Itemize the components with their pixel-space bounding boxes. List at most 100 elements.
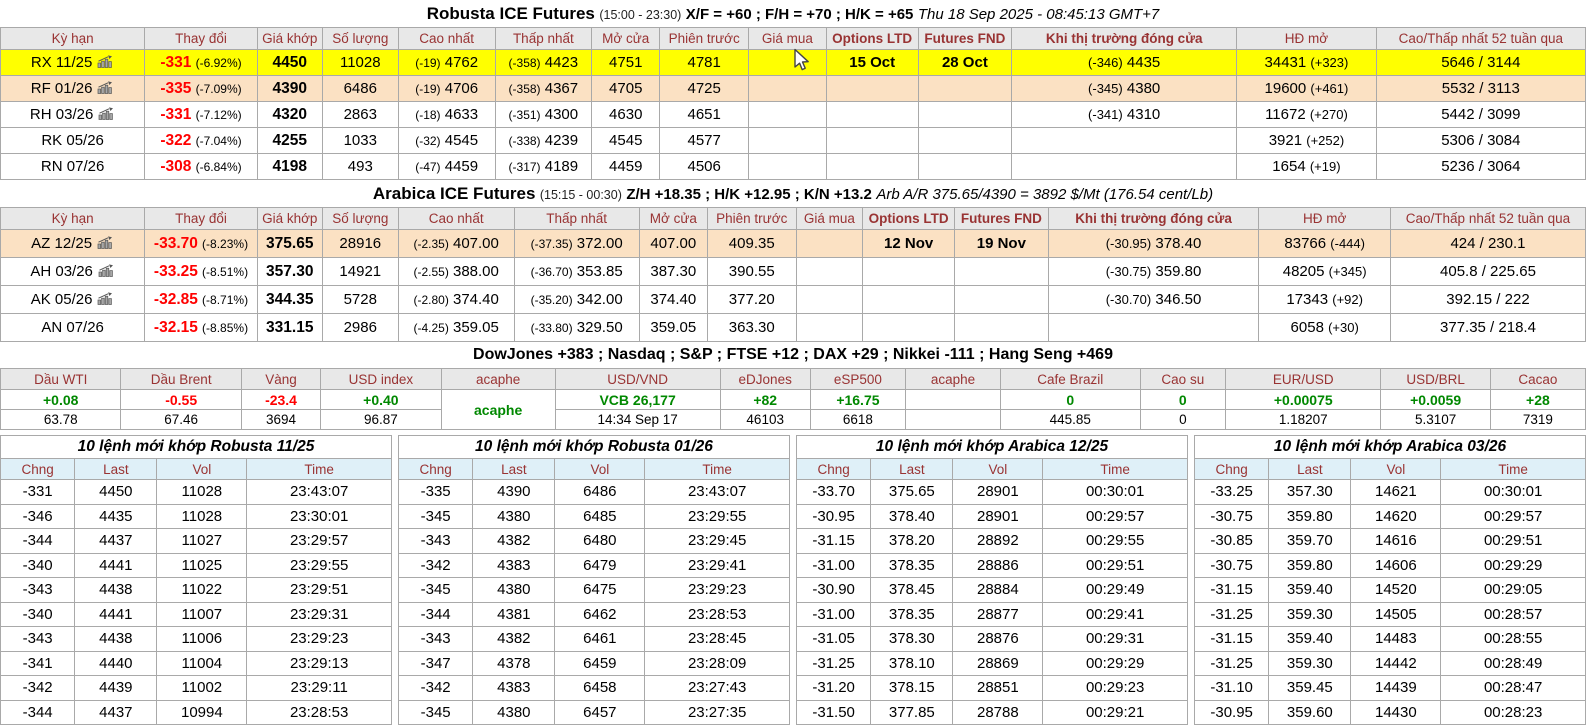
order-cell: 359.60	[1268, 699, 1352, 725]
order-column-header: Time	[246, 458, 392, 480]
order-cell: 6462	[554, 601, 646, 627]
order-cell: 359.45	[1268, 675, 1352, 701]
previous-session-cell: 4651	[659, 101, 750, 128]
range-52w-cell: 392.15 / 222	[1389, 285, 1586, 314]
high-cell: (-19) 4762	[397, 49, 496, 76]
order-row: -33.70 375.65 28901 00:30:01	[795, 479, 1188, 505]
recent-orders-table: 10 lệnh mới khớp Arabica 03/26 Chng Last Vo…	[1193, 435, 1586, 725]
order-cell: 6458	[554, 675, 646, 701]
chart-icon[interactable]	[97, 291, 114, 309]
high-cell: (-47) 4459	[397, 153, 496, 180]
order-cell: 4380	[472, 577, 556, 603]
order-cell: 4435	[74, 503, 158, 529]
close-change: (-30.70)	[1105, 292, 1152, 307]
futures-fnd-cell	[917, 75, 1013, 102]
order-cell: 00:29:57	[1042, 503, 1188, 529]
market-column-header: Cafe Brazil	[1000, 368, 1141, 390]
oi-value: 17343	[1286, 291, 1329, 308]
order-cell: -31.05	[795, 626, 872, 652]
order-column-header: Chng	[0, 458, 76, 480]
market-value-cell: 67.46	[120, 409, 242, 430]
oi-value: 1654	[1272, 158, 1306, 175]
world-indices-line: DowJones +383 ; Nasdaq ; S&P ; FTSE +12 …	[473, 346, 1113, 363]
order-cell: 28901	[952, 503, 1044, 529]
change-percent: (-8.85%)	[202, 320, 249, 335]
order-row: -31.10 359.45 14439 00:28:47	[1193, 675, 1586, 701]
market-value-cell: 6618	[809, 409, 906, 430]
order-cell: -33.25	[1193, 479, 1270, 505]
order-table-title: 10 lệnh mới khớp Robusta 11/25	[0, 435, 392, 459]
order-cell: 23:29:23	[644, 577, 790, 603]
arabica-spreads: Z/H +18.35 ; H/K +12.95 ; K/N +13.2	[626, 186, 872, 203]
order-cell: 378.35	[870, 601, 954, 627]
chart-icon[interactable]	[97, 54, 114, 72]
order-cell: 11028	[156, 503, 248, 529]
market-value-cell	[904, 409, 1002, 430]
change-percent: (-6.92%)	[195, 55, 242, 70]
chart-icon[interactable]	[97, 80, 114, 98]
change-cell: -32.85 (-8.71%)	[144, 285, 258, 314]
high-change: (-2.55)	[413, 265, 449, 279]
change-cell: -32.15 (-8.85%)	[144, 313, 258, 342]
order-row: -31.25 359.30 14505 00:28:57	[1193, 601, 1586, 627]
change-value: -32.85	[153, 290, 198, 308]
futures-row: AH 03/26 -33.25 (-8.51%) 357.30 14921 (-2.55…	[0, 257, 1586, 286]
column-header: Thấp nhất	[494, 27, 593, 50]
open-cell: 4751	[591, 49, 661, 76]
low-change: (-338)	[508, 134, 541, 148]
order-cell: 378.20	[870, 528, 954, 554]
bid-cell	[795, 313, 864, 342]
open-cell: 407.00	[638, 229, 708, 258]
bid-cell	[748, 153, 827, 180]
order-cell: -31.50	[795, 699, 872, 725]
order-cell: -343	[0, 626, 76, 652]
column-header: Mở cửa	[638, 207, 708, 230]
market-column-header: EUR/USD	[1225, 368, 1382, 390]
contract-cell: RX 11/25	[0, 49, 146, 76]
futures-fnd-cell	[954, 285, 1049, 314]
order-cell: -31.15	[795, 528, 872, 554]
contract-cell: AK 05/26	[0, 285, 146, 314]
high-change: (-19)	[415, 56, 441, 70]
futures-row: RH 03/26 -331 (-7.12%) 4320 2863 (-18) 4633(…	[0, 101, 1586, 128]
robusta-title-name: Robusta ICE Futures	[426, 4, 595, 23]
header-row: Kỳ hạn Thay đổi Giá khớp Số lượng Cao nhất Th…	[0, 27, 1586, 50]
order-row: -343 4382 6480 23:29:45	[397, 528, 790, 554]
close-cell: (-341) 4310	[1011, 101, 1238, 128]
robusta-session: (15:00 - 23:30)	[599, 8, 682, 22]
arabica-arbitrage-note: Arb A/R 375.65/4390 = 3892 $/Mt (176.54 …	[876, 186, 1214, 203]
close-cell: (-30.95) 378.40	[1047, 229, 1260, 258]
futures-row: AK 05/26 -32.85 (-8.71%) 344.35 5728 (-2.80)…	[0, 285, 1586, 314]
market-value-cell: 63.78	[0, 409, 122, 430]
change-percent: (-8.23%)	[202, 236, 249, 251]
order-row: -345 4380 6457 23:27:35	[397, 699, 790, 725]
oi-change: (+345)	[1328, 264, 1367, 279]
order-cell: -30.85	[1193, 528, 1270, 554]
order-cell: 11028	[156, 479, 248, 505]
order-row: -341 4440 11004 23:29:13	[0, 650, 392, 676]
order-cell: 4440	[74, 650, 158, 676]
change-cell: -335 (-7.09%)	[144, 75, 258, 102]
market-column-header: eSP500	[809, 368, 906, 390]
chart-icon[interactable]	[97, 235, 114, 253]
order-cell: -31.15	[1193, 577, 1270, 603]
volume-cell: 14921	[321, 257, 399, 286]
order-column-header: Vol	[156, 458, 248, 480]
market-column-header: USD/VND	[554, 368, 721, 390]
contract-cell: RK 05/26	[0, 127, 146, 154]
change-cell: -322 (-7.04%)	[144, 127, 258, 154]
futures-row: AN 07/26 -32.15 (-8.85%) 331.15 2986 (-4.25)…	[0, 313, 1586, 342]
order-header-row: Chng Last Vol Time	[1193, 458, 1586, 480]
order-row: -342 4383 6479 23:29:41	[397, 552, 790, 578]
previous-session-cell: 377.20	[706, 285, 797, 314]
last-price-cell: 4390	[256, 75, 323, 102]
last-price-cell: 344.35	[256, 285, 323, 314]
order-cell: -344	[0, 699, 76, 725]
chart-icon[interactable]	[98, 106, 115, 124]
order-cell: -340	[0, 552, 76, 578]
order-cell: 00:28:23	[1440, 699, 1586, 725]
order-cell: 23:29:51	[246, 577, 392, 603]
order-cell: 378.40	[870, 503, 954, 529]
order-row: -347 4378 6459 23:28:09	[397, 650, 790, 676]
chart-icon[interactable]	[98, 263, 115, 281]
